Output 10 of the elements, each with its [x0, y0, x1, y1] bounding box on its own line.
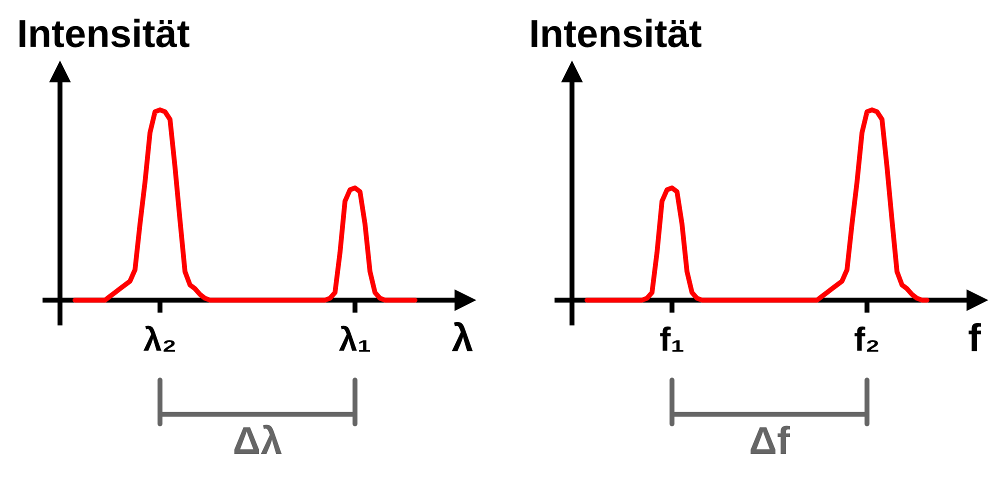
x-axis-title: f [968, 323, 982, 352]
x-tick-label: f₁ [660, 326, 684, 352]
x-tick-label: λ₁ [338, 326, 370, 352]
y-axis-title: Intensität [20, 18, 190, 48]
x-tick-label: f₂ [854, 326, 878, 352]
x-tick-label: λ₂ [143, 326, 175, 352]
y-axis-title: Intensität [532, 18, 702, 48]
text: Δf [750, 426, 790, 454]
text: Δλ [234, 424, 282, 454]
x-axis-title: λ [452, 322, 473, 352]
